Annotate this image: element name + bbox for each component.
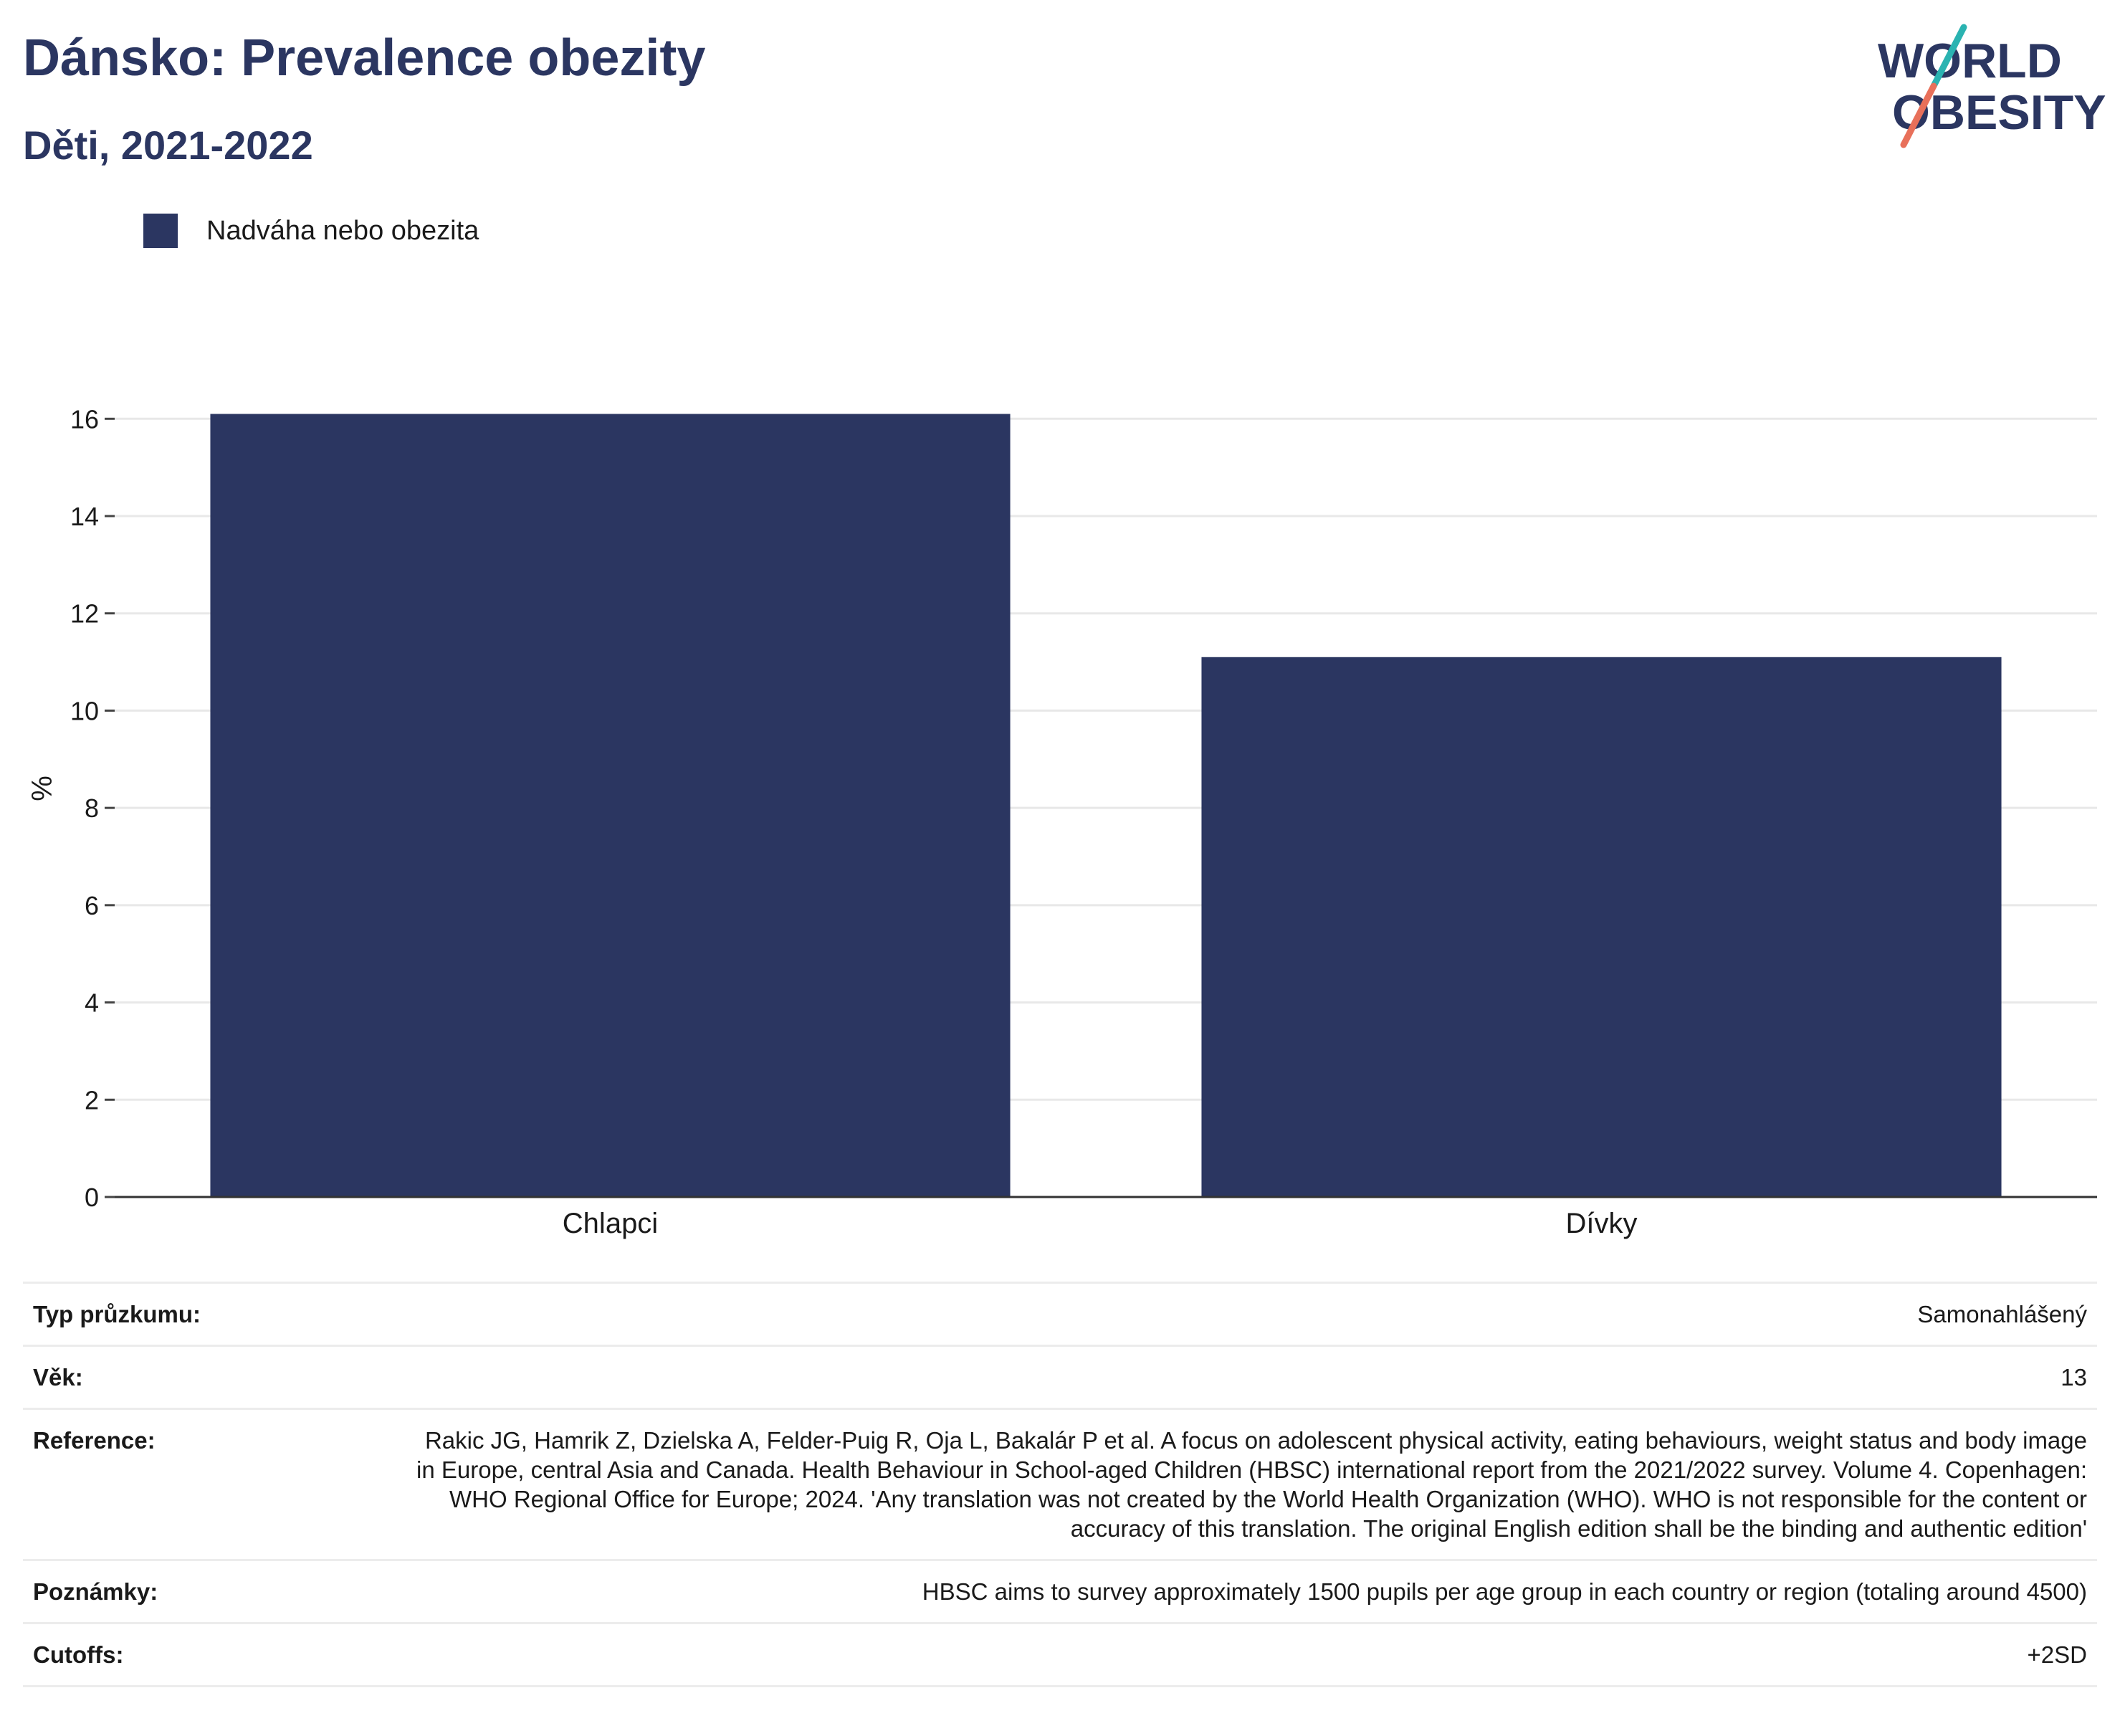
legend: Nadváha nebo obezita <box>143 214 479 248</box>
y-tick-label: 16 <box>70 404 99 434</box>
y-tick-label: 0 <box>85 1183 99 1212</box>
x-tick-label: Dívky <box>1566 1208 1638 1239</box>
bar-chlapci <box>210 414 1011 1197</box>
info-value: Rakic JG, Hamrik Z, Dzielska A, Felder-P… <box>401 1408 2097 1561</box>
info-row-survey-type: Typ průzkumu: Samonahlášený <box>23 1282 2097 1347</box>
info-table: Typ průzkumu: Samonahlášený Věk: 13 Refe… <box>23 1282 2097 1687</box>
bar-chart: 0 2 4 6 8 10 12 14 16% Chlapci Dívky <box>27 404 2097 1239</box>
info-value: Samonahlášený <box>401 1282 2097 1347</box>
legend-label: Nadváha nebo obezita <box>206 215 479 246</box>
info-row-reference: Reference: Rakic JG, Hamrik Z, Dzielska … <box>23 1408 2097 1561</box>
logo-text-world: WORLD <box>1878 34 2062 88</box>
y-tick-label: 2 <box>85 1085 99 1115</box>
y-tick-label: 4 <box>85 988 99 1018</box>
bar-dívky <box>1201 657 2002 1197</box>
y-tick-label: 10 <box>70 696 99 725</box>
info-value: 13 <box>401 1345 2097 1410</box>
x-tick-label: Chlapci <box>563 1208 658 1239</box>
world-obesity-logo: WORLD OBESITY <box>1878 24 2106 148</box>
legend-swatch <box>143 214 178 248</box>
info-row-cutoffs: Cutoffs: +2SD <box>23 1622 2097 1687</box>
logo-slash-coral <box>1900 82 1937 148</box>
info-key: Reference: <box>23 1408 401 1561</box>
chart-subtitle: Děti, 2021-2022 <box>23 123 313 168</box>
chart-title: Dánsko: Prevalence obezity <box>23 29 706 87</box>
info-key: Poznámky: <box>23 1559 401 1624</box>
logo-slash-teal <box>1930 24 1967 90</box>
y-tick-label: 6 <box>85 891 99 920</box>
info-value: HBSC aims to survey approximately 1500 p… <box>401 1559 2097 1624</box>
info-key: Cutoffs: <box>23 1622 401 1687</box>
y-tick-label: 14 <box>70 502 99 531</box>
info-key: Typ průzkumu: <box>23 1282 401 1347</box>
y-tick-label: 8 <box>85 793 99 823</box>
info-row-age: Věk: 13 <box>23 1345 2097 1410</box>
y-axis-label: % <box>27 776 58 801</box>
info-row-notes: Poznámky: HBSC aims to survey approximat… <box>23 1559 2097 1624</box>
info-value: +2SD <box>401 1622 2097 1687</box>
info-key: Věk: <box>23 1345 401 1410</box>
y-tick-label: 12 <box>70 599 99 629</box>
